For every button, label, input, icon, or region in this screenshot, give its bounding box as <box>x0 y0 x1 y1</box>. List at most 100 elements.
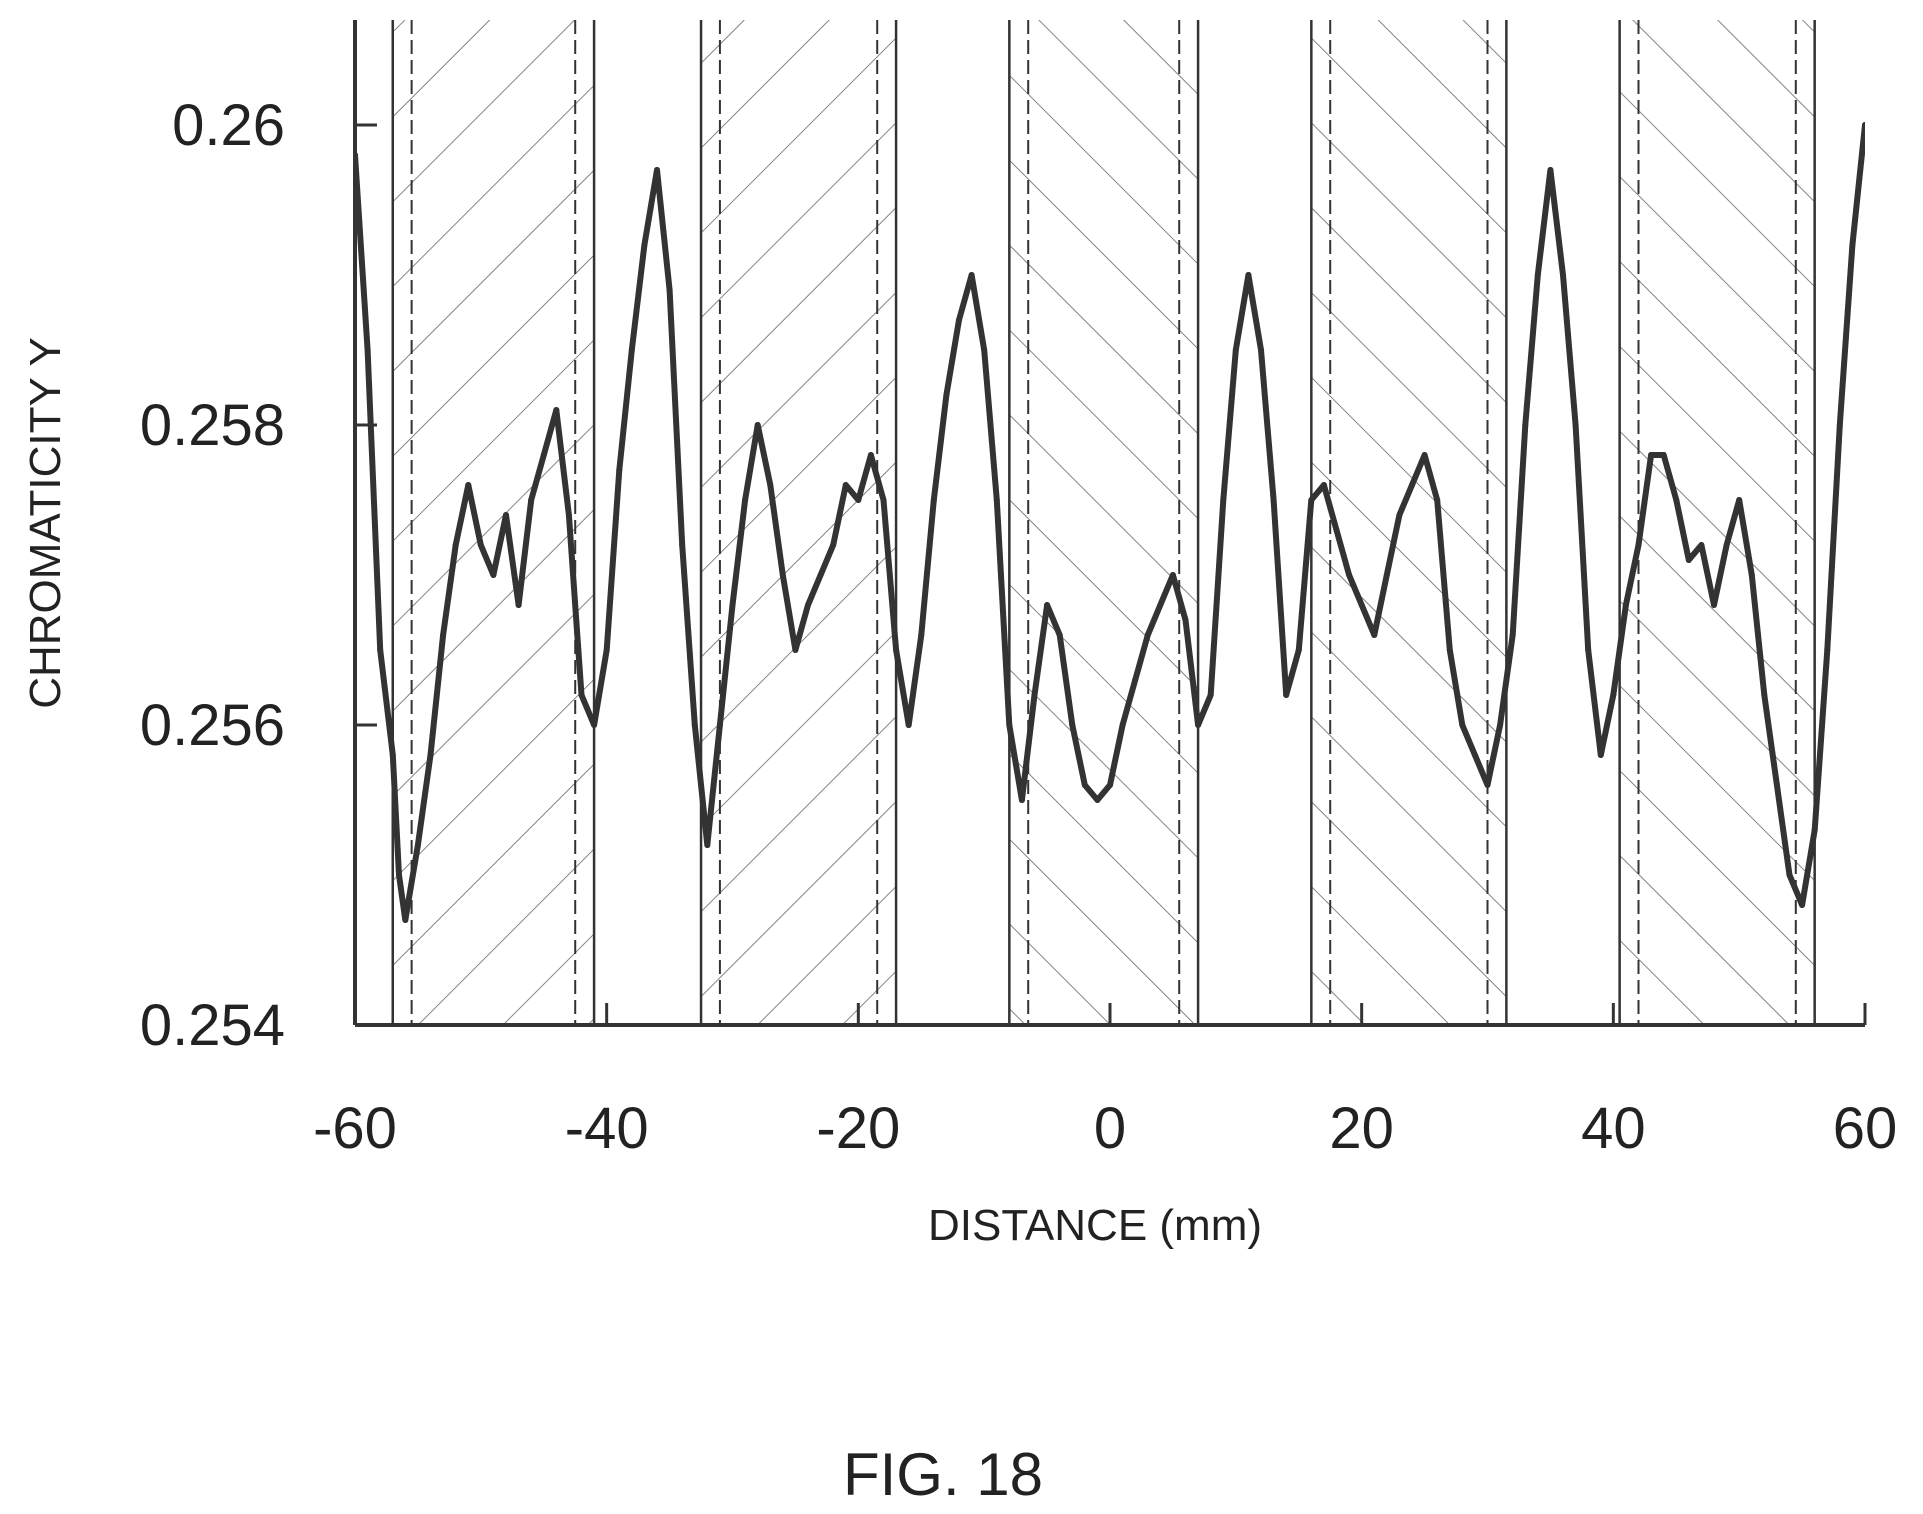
x-tick-label: -20 <box>816 1096 900 1161</box>
data-point <box>1862 122 1865 128</box>
data-point <box>377 647 384 653</box>
data-point <box>1295 647 1302 653</box>
data-point <box>918 632 925 638</box>
data-point <box>1182 617 1189 623</box>
data-point <box>427 752 434 758</box>
data-point <box>1849 242 1856 248</box>
figure-caption: FIG. 18 <box>843 1441 1043 1508</box>
data-point <box>355 152 358 158</box>
data-point <box>1333 527 1340 533</box>
data-point <box>1534 272 1541 278</box>
data-point <box>1635 542 1642 548</box>
data-point <box>1685 557 1692 563</box>
hatch-band-5 <box>1619 20 1815 1025</box>
hatched-bands <box>391 20 1816 1025</box>
data-point <box>666 287 673 293</box>
hatch-band-2 <box>701 20 897 1025</box>
data-point <box>616 467 623 473</box>
y-tick-label: 0.258 <box>140 393 285 458</box>
data-point <box>1446 647 1453 653</box>
data-point <box>1270 497 1277 503</box>
data-point <box>364 347 371 353</box>
data-point <box>1736 497 1743 503</box>
data-point <box>1308 497 1315 503</box>
data-point <box>1459 722 1466 728</box>
data-point <box>515 602 522 608</box>
data-point <box>1597 752 1604 758</box>
data-point <box>603 647 610 653</box>
hatch-band-3 <box>1009 20 1199 1025</box>
data-point <box>389 752 396 758</box>
data-point <box>1195 722 1202 728</box>
data-point <box>1320 482 1327 488</box>
data-point <box>742 497 749 503</box>
data-point <box>855 497 862 503</box>
data-point <box>716 722 723 728</box>
data-point <box>628 347 635 353</box>
data-point <box>867 452 874 458</box>
data-point <box>1773 782 1780 788</box>
data-point <box>1610 692 1617 698</box>
data-point <box>993 497 1000 503</box>
data-point <box>930 497 937 503</box>
data-point <box>779 572 786 578</box>
data-point <box>830 542 837 548</box>
x-tick-label: 0 <box>1094 1096 1126 1161</box>
data-point <box>943 392 950 398</box>
data-point <box>1547 167 1554 173</box>
data-point <box>1471 752 1478 758</box>
data-point <box>465 482 472 488</box>
x-tick-label: -60 <box>313 1096 397 1161</box>
data-point <box>1421 452 1428 458</box>
hatch-band-4 <box>1311 20 1507 1025</box>
data-point <box>440 632 447 638</box>
data-point <box>905 722 912 728</box>
data-point <box>1799 902 1806 908</box>
hatch-band-1 <box>392 20 595 1025</box>
y-tick-label: 0.256 <box>140 693 285 758</box>
data-point <box>414 842 421 848</box>
data-point <box>578 692 585 698</box>
data-point <box>729 602 736 608</box>
data-point <box>1660 452 1667 458</box>
data-point <box>754 422 761 428</box>
data-point <box>893 647 900 653</box>
data-point <box>1119 722 1126 728</box>
data-point <box>1761 692 1768 698</box>
data-point <box>1094 797 1101 803</box>
data-point <box>1409 482 1415 488</box>
data-point <box>1044 602 1051 608</box>
series-line-1 <box>355 122 1865 923</box>
data-point <box>1069 722 1076 728</box>
data-point <box>396 872 403 878</box>
data-point <box>1723 542 1730 548</box>
data-point <box>1786 872 1793 878</box>
x-axis-title: DISTANCE (mm) <box>928 1201 1262 1250</box>
data-point <box>1056 632 1063 638</box>
data-point <box>1396 512 1403 518</box>
x-tick-label: 20 <box>1329 1096 1394 1161</box>
data-point <box>565 512 572 518</box>
y-tick-label: 0.254 <box>140 993 285 1058</box>
data-point <box>1622 602 1629 608</box>
data-point <box>1346 572 1353 578</box>
data-point <box>1031 692 1038 698</box>
y-tick-labels: 0.254 0.256 0.258 0.26 <box>140 93 285 1058</box>
y-axis-title: CHROMATICITY Y <box>21 337 70 709</box>
data-point <box>1132 677 1139 683</box>
data-point <box>1585 647 1592 653</box>
data-point <box>1698 542 1705 548</box>
data-point <box>805 602 811 608</box>
data-point <box>1006 722 1013 728</box>
data-point <box>767 482 774 488</box>
data-point <box>452 542 459 548</box>
data-point <box>1560 272 1566 278</box>
data-point <box>956 317 962 323</box>
data-point <box>1144 632 1151 638</box>
data-point <box>591 722 598 728</box>
data-point <box>1748 572 1755 578</box>
data-point <box>503 512 509 518</box>
data-point <box>968 272 975 278</box>
y-tick-label: 0.26 <box>172 93 285 158</box>
